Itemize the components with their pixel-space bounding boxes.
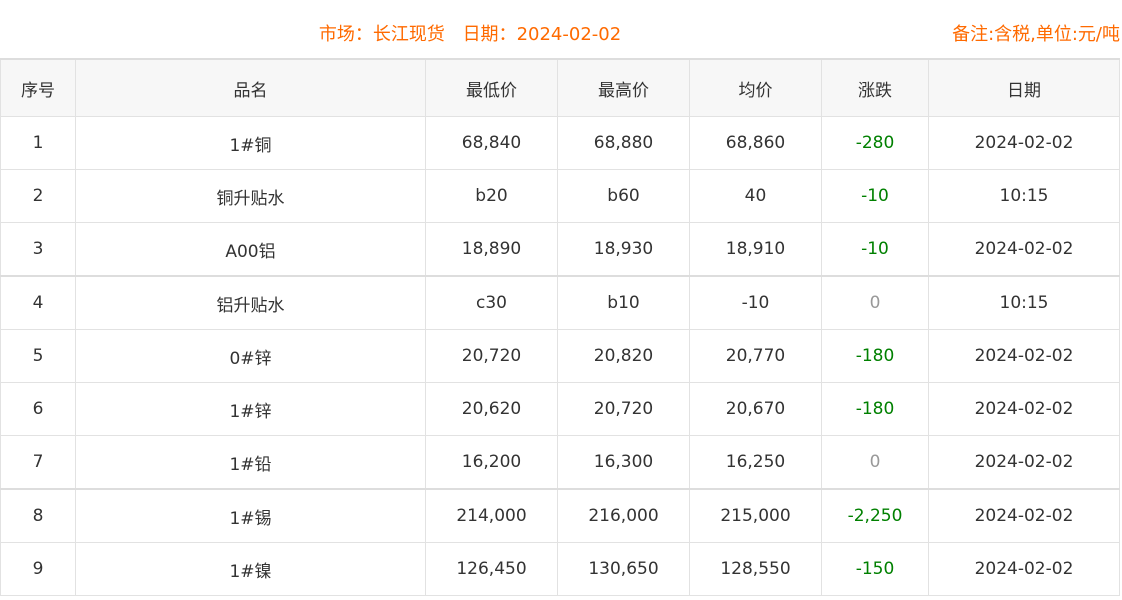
cell-change: 0 — [821, 275, 929, 330]
cell-change: -280 — [821, 116, 929, 170]
cell-no: 6 — [0, 382, 76, 436]
column-header: 均价 — [689, 58, 822, 117]
cell-high: 16,300 — [557, 435, 690, 490]
column-header: 最低价 — [425, 58, 558, 117]
cell-avg: 128,550 — [689, 542, 822, 596]
date-label-text: 日期： — [462, 24, 517, 45]
cell-avg: 215,000 — [689, 488, 822, 543]
cell-low: 20,620 — [425, 382, 558, 436]
cell-date: 2024-02-02 — [928, 435, 1120, 490]
cell-no: 7 — [0, 435, 76, 490]
cell-no: 3 — [0, 222, 76, 277]
cell-name: 1#铜 — [75, 116, 426, 170]
cell-avg: 20,770 — [689, 329, 822, 383]
cell-date: 2024-02-02 — [928, 329, 1120, 383]
page-header: 市场：长江现货 日期：2024-02-02 备注:含税,单位:元/吨 — [0, 0, 1122, 58]
cell-name: 1#锌 — [75, 382, 426, 436]
cell-no: 1 — [0, 116, 76, 170]
cell-low: 20,720 — [425, 329, 558, 383]
cell-date: 10:15 — [928, 275, 1120, 330]
cell-high: b60 — [557, 169, 690, 223]
cell-avg: 16,250 — [689, 435, 822, 490]
cell-no: 4 — [0, 275, 76, 330]
cell-date: 2024-02-02 — [928, 382, 1120, 436]
cell-high: b10 — [557, 275, 690, 330]
cell-date: 10:15 — [928, 169, 1120, 223]
cell-change: -2,250 — [821, 488, 929, 543]
cell-no: 8 — [0, 488, 76, 543]
cell-low: 16,200 — [425, 435, 558, 490]
cell-high: 20,720 — [557, 382, 690, 436]
cell-name: 0#锌 — [75, 329, 426, 383]
cell-high: 20,820 — [557, 329, 690, 383]
date-label: 日期：2024-02-02 — [463, 24, 622, 45]
cell-date: 2024-02-02 — [928, 116, 1120, 170]
cell-avg: 18,910 — [689, 222, 822, 277]
cell-avg: 68,860 — [689, 116, 822, 170]
cell-low: c30 — [425, 275, 558, 330]
cell-change: 0 — [821, 435, 929, 490]
price-table: 序号 品名 最低价 最高价 均价 涨跌 日期 1 1#铜 68,840 68,880 68,860-… — [0, 58, 1120, 596]
table-row: 1 1#铜 68,840 68,880 68,860 -280 2024-02-02 — [0, 116, 1120, 170]
cell-name: 1#铅 — [75, 435, 426, 490]
cell-no: 2 — [0, 169, 76, 223]
cell-avg: 20,670 — [689, 382, 822, 436]
cell-change: -180 — [821, 329, 929, 383]
cell-name: 1#锡 — [75, 488, 426, 543]
cell-name: 1#镍 — [75, 542, 426, 596]
cell-low: b20 — [425, 169, 558, 223]
table-row: 4 铝升贴水 c30 b10 -10 0 10:15 — [0, 275, 1120, 330]
cell-no: 9 — [0, 542, 76, 596]
cell-avg: 40 — [689, 169, 822, 223]
table-header: 序号 品名 最低价 最高价 均价 涨跌 日期 — [0, 58, 1120, 117]
market-label: 市场：长江现货 — [319, 24, 445, 45]
cell-change: -150 — [821, 542, 929, 596]
market-label-text: 市场： — [318, 24, 373, 45]
cell-change: -10 — [821, 169, 929, 223]
cell-low: 68,840 — [425, 116, 558, 170]
cell-low: 126,450 — [425, 542, 558, 596]
table-row: 3 A00铝 18,890 18,930 18,910 -10 2024-02-02 — [0, 222, 1120, 277]
market-value: 长江现货 — [372, 24, 445, 45]
cell-high: 68,880 — [557, 116, 690, 170]
column-header: 最高价 — [557, 58, 690, 117]
table-row: 6 1#锌 20,620 20,720 20,670 -180 2024-02-02 — [0, 382, 1120, 436]
cell-low: 214,000 — [425, 488, 558, 543]
table-body: 1 1#铜 68,840 68,880 68,860 -280 2024-02-02 2 铜升贴… — [0, 116, 1120, 596]
cell-change: -10 — [821, 222, 929, 277]
cell-low: 18,890 — [425, 222, 558, 277]
cell-name: A00铝 — [75, 222, 426, 277]
cell-avg: -10 — [689, 275, 822, 330]
column-header: 序号 — [0, 58, 76, 117]
table-row: 7 1#铅 16,200 16,300 16,250 0 2024-02-02 — [0, 435, 1120, 490]
market-title: 市场：长江现货 日期：2024-02-02 — [0, 20, 940, 46]
date-value: 2024-02-02 — [516, 24, 622, 45]
cell-name: 铝升贴水 — [75, 275, 426, 330]
cell-name: 铜升贴水 — [75, 169, 426, 223]
cell-date: 2024-02-02 — [928, 222, 1120, 277]
cell-no: 5 — [0, 329, 76, 383]
cell-high: 18,930 — [557, 222, 690, 277]
column-header: 涨跌 — [821, 58, 929, 117]
table-row: 2 铜升贴水 b20 b60 40 -10 10:15 — [0, 169, 1120, 223]
cell-date: 2024-02-02 — [928, 488, 1120, 543]
table-row: 5 0#锌 20,720 20,820 20,770 -180 2024-02-02 — [0, 329, 1120, 383]
column-header: 日期 — [928, 58, 1120, 117]
cell-change: -180 — [821, 382, 929, 436]
table-row: 8 1#锡 214,000 216,000 215,000 -2,250 2024-02-0… — [0, 488, 1120, 543]
column-header: 品名 — [75, 58, 426, 117]
cell-high: 216,000 — [557, 488, 690, 543]
cell-date: 2024-02-02 — [928, 542, 1120, 596]
table-row: 9 1#镍 126,450 130,650 128,550 -150 2024-02-02 — [0, 542, 1120, 596]
unit-note: 备注:含税,单位:元/吨 — [952, 24, 1120, 45]
cell-high: 130,650 — [557, 542, 690, 596]
